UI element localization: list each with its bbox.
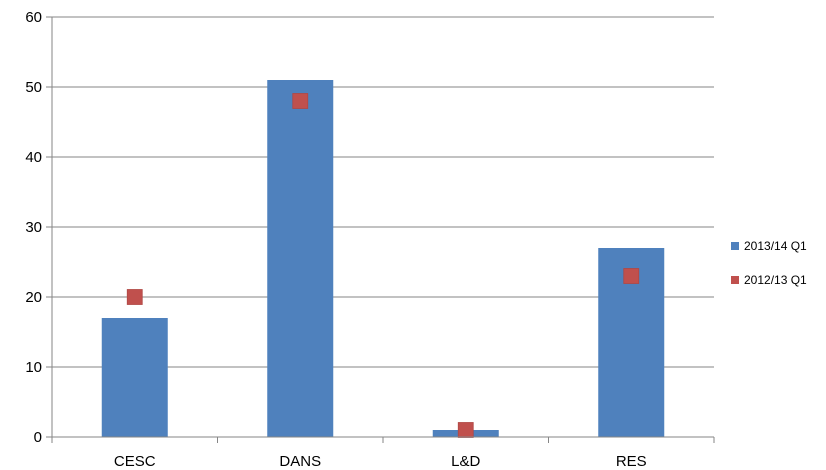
axes — [46, 16, 715, 443]
legend-label: 2013/14 Q1 — [744, 239, 807, 253]
y-tick-labels: 0 10 20 30 40 50 60 — [25, 9, 42, 446]
y-tick-label: 10 — [25, 359, 42, 376]
y-tick-label: 0 — [34, 429, 42, 446]
marker — [126, 289, 143, 305]
marker-series — [126, 93, 640, 438]
y-tick-label: 50 — [25, 79, 42, 96]
x-tick-label: CESC — [114, 453, 156, 470]
legend: 2013/14 Q1 2012/13 Q1 — [731, 239, 807, 287]
bar-series — [101, 80, 665, 437]
x-tick-label: DANS — [279, 453, 321, 470]
x-tick-label: L&D — [451, 453, 480, 470]
y-tick-label: 20 — [25, 289, 42, 306]
bar — [267, 80, 334, 437]
marker — [292, 93, 309, 109]
marker — [457, 422, 474, 438]
y-tick-label: 60 — [25, 9, 42, 26]
marker — [623, 268, 640, 284]
bar — [101, 318, 168, 437]
x-tick-labels: CESC DANS L&D RES — [114, 453, 647, 470]
legend-swatch — [731, 242, 739, 250]
y-tick-label: 30 — [25, 219, 42, 236]
legend-label: 2012/13 Q1 — [744, 273, 807, 287]
x-tick-label: RES — [616, 453, 647, 470]
y-tick-label: 40 — [25, 149, 42, 166]
legend-swatch — [731, 276, 739, 284]
